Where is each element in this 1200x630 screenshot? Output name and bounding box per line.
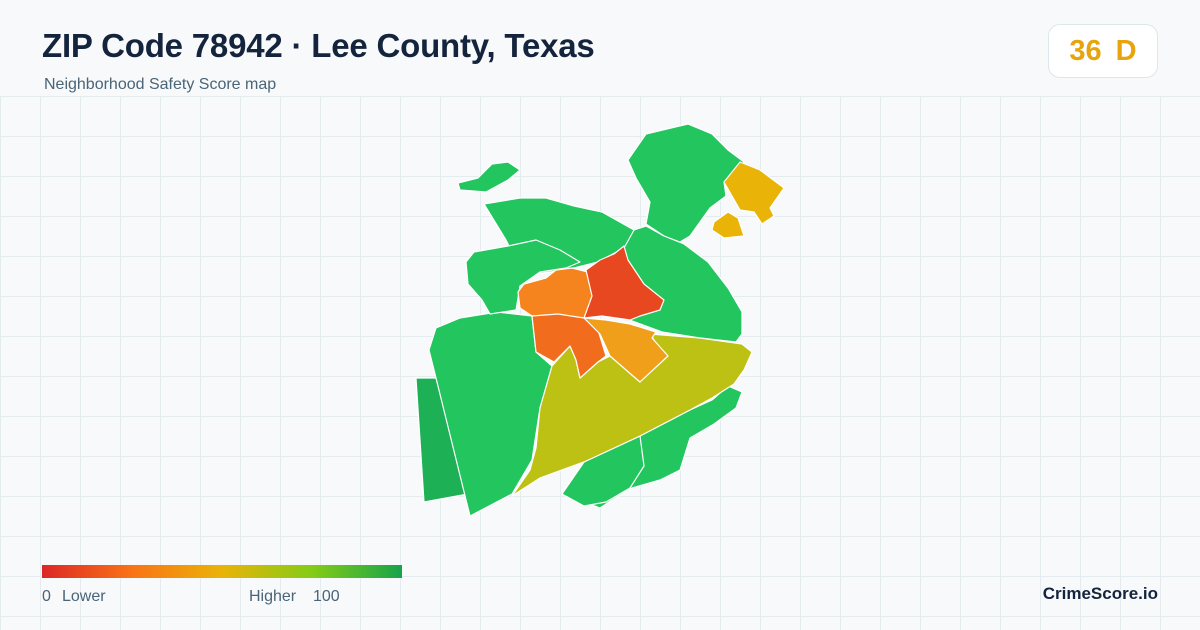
legend-min-label: Lower: [62, 588, 106, 605]
legend-max-value: 100: [313, 588, 340, 605]
header: ZIP Code 78942 · Lee County, Texas Neigh…: [0, 0, 1200, 96]
score-grade: D: [1115, 34, 1137, 67]
region-center-east[interactable]: [583, 317, 669, 383]
region-northwest-lobe[interactable]: [465, 239, 581, 315]
legend-max-label: Higher: [249, 588, 297, 605]
region-northeast-small[interactable]: [711, 211, 745, 239]
score-badge: 36 D: [1048, 24, 1158, 78]
region-north-arm[interactable]: [457, 161, 521, 193]
brand-label: CrimeScore.io: [1042, 584, 1158, 603]
region-south-small[interactable]: [561, 435, 645, 507]
region-center-north[interactable]: [583, 245, 665, 321]
page-title: ZIP Code 78942 · Lee County, Texas: [42, 27, 595, 64]
page-subtitle: Neighborhood Safety Score map: [44, 76, 277, 93]
legend-min-value: 0: [42, 588, 51, 605]
region-far-northeast[interactable]: [723, 161, 785, 225]
score-value: 36: [1069, 34, 1102, 67]
legend-color-bar: [42, 565, 402, 578]
region-north-east[interactable]: [627, 123, 745, 243]
region-center-southwest[interactable]: [531, 313, 607, 379]
